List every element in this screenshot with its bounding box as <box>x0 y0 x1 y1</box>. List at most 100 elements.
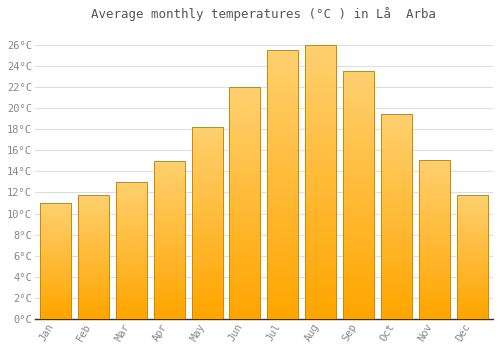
Bar <box>419 163 450 166</box>
Bar <box>78 282 109 284</box>
Bar <box>268 115 298 120</box>
Bar <box>230 250 260 254</box>
Bar <box>192 281 222 285</box>
Bar <box>154 275 184 278</box>
Bar <box>268 168 298 174</box>
Bar <box>78 217 109 219</box>
Bar <box>40 275 71 277</box>
Bar <box>456 195 488 319</box>
Bar <box>40 317 71 319</box>
Bar <box>116 311 147 314</box>
Bar <box>40 294 71 296</box>
Bar <box>343 146 374 150</box>
Bar <box>40 303 71 305</box>
Bar <box>381 241 412 245</box>
Bar <box>419 236 450 239</box>
Bar <box>40 270 71 273</box>
Bar <box>116 294 147 297</box>
Bar <box>456 217 488 219</box>
Bar <box>268 61 298 66</box>
Bar <box>456 292 488 294</box>
Bar <box>268 109 298 115</box>
Bar <box>40 219 71 222</box>
Bar <box>381 143 412 147</box>
Bar <box>419 259 450 262</box>
Bar <box>268 211 298 217</box>
Bar <box>78 195 109 197</box>
Bar <box>192 265 222 269</box>
Bar <box>268 190 298 195</box>
Bar <box>116 270 147 272</box>
Bar <box>305 188 336 193</box>
Bar <box>78 210 109 212</box>
Bar <box>116 281 147 284</box>
Bar <box>419 224 450 227</box>
Bar <box>40 212 71 215</box>
Bar <box>154 246 184 250</box>
Bar <box>381 229 412 233</box>
Bar <box>40 273 71 275</box>
Bar <box>230 217 260 222</box>
Bar <box>268 314 298 319</box>
Bar <box>78 287 109 289</box>
Bar <box>230 226 260 231</box>
Bar <box>381 315 412 319</box>
Bar <box>40 268 71 270</box>
Bar <box>268 141 298 147</box>
Bar <box>230 189 260 194</box>
Bar <box>381 303 412 307</box>
Bar <box>456 247 488 249</box>
Bar <box>305 286 336 292</box>
Bar <box>419 297 450 300</box>
Bar <box>343 289 374 294</box>
Bar <box>116 204 147 206</box>
Bar <box>268 56 298 61</box>
Bar <box>419 179 450 182</box>
Bar <box>116 261 147 264</box>
Bar <box>419 169 450 173</box>
Bar <box>381 258 412 262</box>
Bar <box>116 206 147 209</box>
Bar <box>154 224 184 227</box>
Bar <box>116 196 147 198</box>
Bar <box>230 277 260 282</box>
Bar <box>419 287 450 290</box>
Bar <box>381 114 412 319</box>
Bar <box>419 306 450 309</box>
Bar <box>343 190 374 195</box>
Bar <box>78 224 109 227</box>
Bar <box>456 264 488 267</box>
Bar <box>305 231 336 237</box>
Bar <box>343 265 374 270</box>
Bar <box>419 192 450 195</box>
Bar <box>192 204 222 208</box>
Bar <box>305 248 336 253</box>
Bar <box>78 215 109 217</box>
Bar <box>419 246 450 249</box>
Bar <box>40 210 71 212</box>
Bar <box>116 286 147 289</box>
Bar <box>343 160 374 166</box>
Bar <box>154 306 184 309</box>
Bar <box>116 242 147 245</box>
Bar <box>305 242 336 248</box>
Bar <box>40 243 71 245</box>
Bar <box>456 197 488 199</box>
Bar <box>78 259 109 262</box>
Bar <box>343 81 374 86</box>
Bar <box>343 175 374 180</box>
Bar <box>268 72 298 77</box>
Title: Average monthly temperatures (°C ) in Lå  Arba: Average monthly temperatures (°C ) in Lå… <box>92 7 436 21</box>
Bar <box>381 122 412 127</box>
Bar <box>419 309 450 313</box>
Bar <box>456 289 488 292</box>
Bar <box>343 270 374 274</box>
Bar <box>116 245 147 248</box>
Bar <box>419 173 450 176</box>
Bar <box>305 105 336 111</box>
Bar <box>381 184 412 188</box>
Bar <box>154 290 184 294</box>
Bar <box>78 247 109 249</box>
Bar <box>78 197 109 199</box>
Bar <box>116 193 147 196</box>
